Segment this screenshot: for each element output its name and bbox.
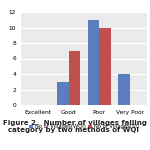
- Bar: [118, 74, 130, 105]
- Bar: [88, 20, 99, 105]
- Bar: [99, 27, 111, 105]
- Bar: [57, 82, 69, 105]
- Text: Figure 2.  Number of villages falling  under each
  category by two methods of W: Figure 2. Number of villages falling und…: [3, 120, 150, 133]
- Legend: No of Villages(WQI), No of Villages(SI): No of Villages(WQI), No of Villages(SI): [29, 124, 139, 129]
- Bar: [69, 51, 80, 105]
